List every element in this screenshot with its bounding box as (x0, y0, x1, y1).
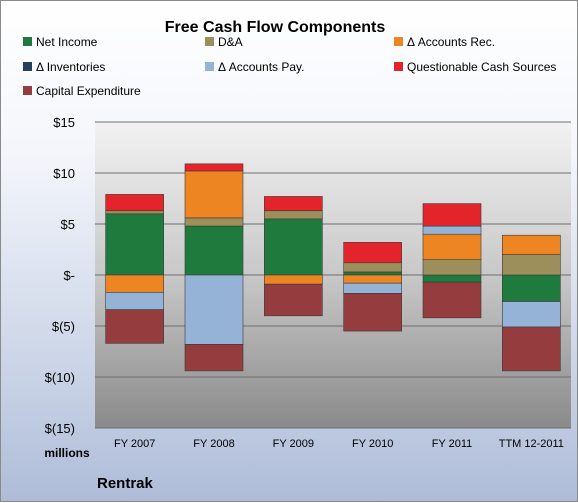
legend-label: Net Income (36, 35, 98, 49)
y-tick-label: $(10) (45, 370, 75, 385)
legend-label: Δ Inventories (36, 60, 105, 74)
company-name: Rentrak (97, 475, 154, 492)
bar-segment (422, 233, 482, 260)
legend-swatch (205, 37, 214, 46)
y-tick-label: $15 (53, 115, 75, 130)
bar-segment (264, 210, 323, 220)
y-tick-label: $5 (61, 217, 75, 232)
bar-segment (502, 274, 561, 302)
bar-segment (184, 217, 244, 227)
bar-segment (343, 242, 402, 264)
y-axis: $15 $10 $5 $- $(5) $(10) $(15) (45, 115, 75, 436)
legend-label: Δ Accounts Pay. (218, 60, 305, 74)
bar-segment (502, 234, 561, 255)
x-tick-label: FY 2007 (114, 438, 155, 450)
x-tick-label: FY 2009 (273, 438, 314, 450)
x-tick-label: FY 2008 (193, 438, 234, 450)
y-unit-label: millions (44, 446, 90, 460)
y-tick-label: $10 (53, 166, 75, 181)
bar-segment (422, 225, 482, 235)
legend-label: D&A (218, 35, 243, 49)
bar-segment (264, 274, 323, 285)
bar-segment (105, 194, 164, 212)
y-tick-label: $- (63, 268, 75, 283)
legend-label: Questionable Cash Sources (407, 60, 556, 74)
bar-segment (105, 213, 164, 276)
bar-segment (105, 274, 164, 293)
legend-swatch (23, 86, 32, 95)
bar-segment (343, 271, 402, 276)
bar-segment (422, 259, 482, 276)
chart-title: Free Cash Flow Components (165, 19, 386, 36)
bar-segment (184, 274, 244, 345)
bar-segment (184, 225, 244, 276)
bar-segment (502, 301, 561, 328)
legend-swatch (23, 37, 32, 46)
bar-segment (343, 293, 402, 332)
legend-swatch (394, 37, 403, 46)
bar-segment (264, 283, 323, 317)
y-tick-label: $(5) (52, 319, 75, 334)
bar-segment (422, 203, 482, 227)
legend-label: Δ Accounts Rec. (407, 35, 495, 49)
bar-segment (184, 163, 244, 172)
bar-segment (343, 282, 402, 294)
gridlines (95, 121, 571, 429)
legend-swatch (394, 62, 403, 71)
y-tick-label: $(15) (45, 421, 75, 436)
x-tick-label: FY 2010 (352, 438, 393, 450)
x-axis: FY 2007 FY 2008 FY 2009 FY 2010 FY 2011 TTM 1… (114, 438, 564, 450)
bar-segment (184, 170, 244, 219)
legend: Net Income D&A Δ Accounts Rec. Δ Inventorie… (23, 35, 556, 98)
bar-segment (343, 262, 402, 273)
bar-segment (105, 292, 164, 310)
x-tick-label: FY 2011 (432, 438, 473, 450)
legend-swatch (205, 62, 214, 71)
bars (105, 163, 561, 372)
bar-segment (502, 326, 561, 372)
bar-segment (422, 274, 482, 283)
bar-segment (105, 309, 164, 344)
x-tick-label: TTM 12-2011 (499, 438, 564, 450)
bar-segment (105, 210, 164, 215)
bar-segment (502, 254, 561, 276)
bar-segment (264, 196, 323, 212)
bar-segment (343, 274, 402, 284)
legend-label: Capital Expenditure (36, 84, 141, 98)
bar-segment (184, 344, 244, 372)
legend-swatch (23, 62, 32, 71)
bar-segment (422, 281, 482, 319)
bar-segment (264, 218, 323, 276)
